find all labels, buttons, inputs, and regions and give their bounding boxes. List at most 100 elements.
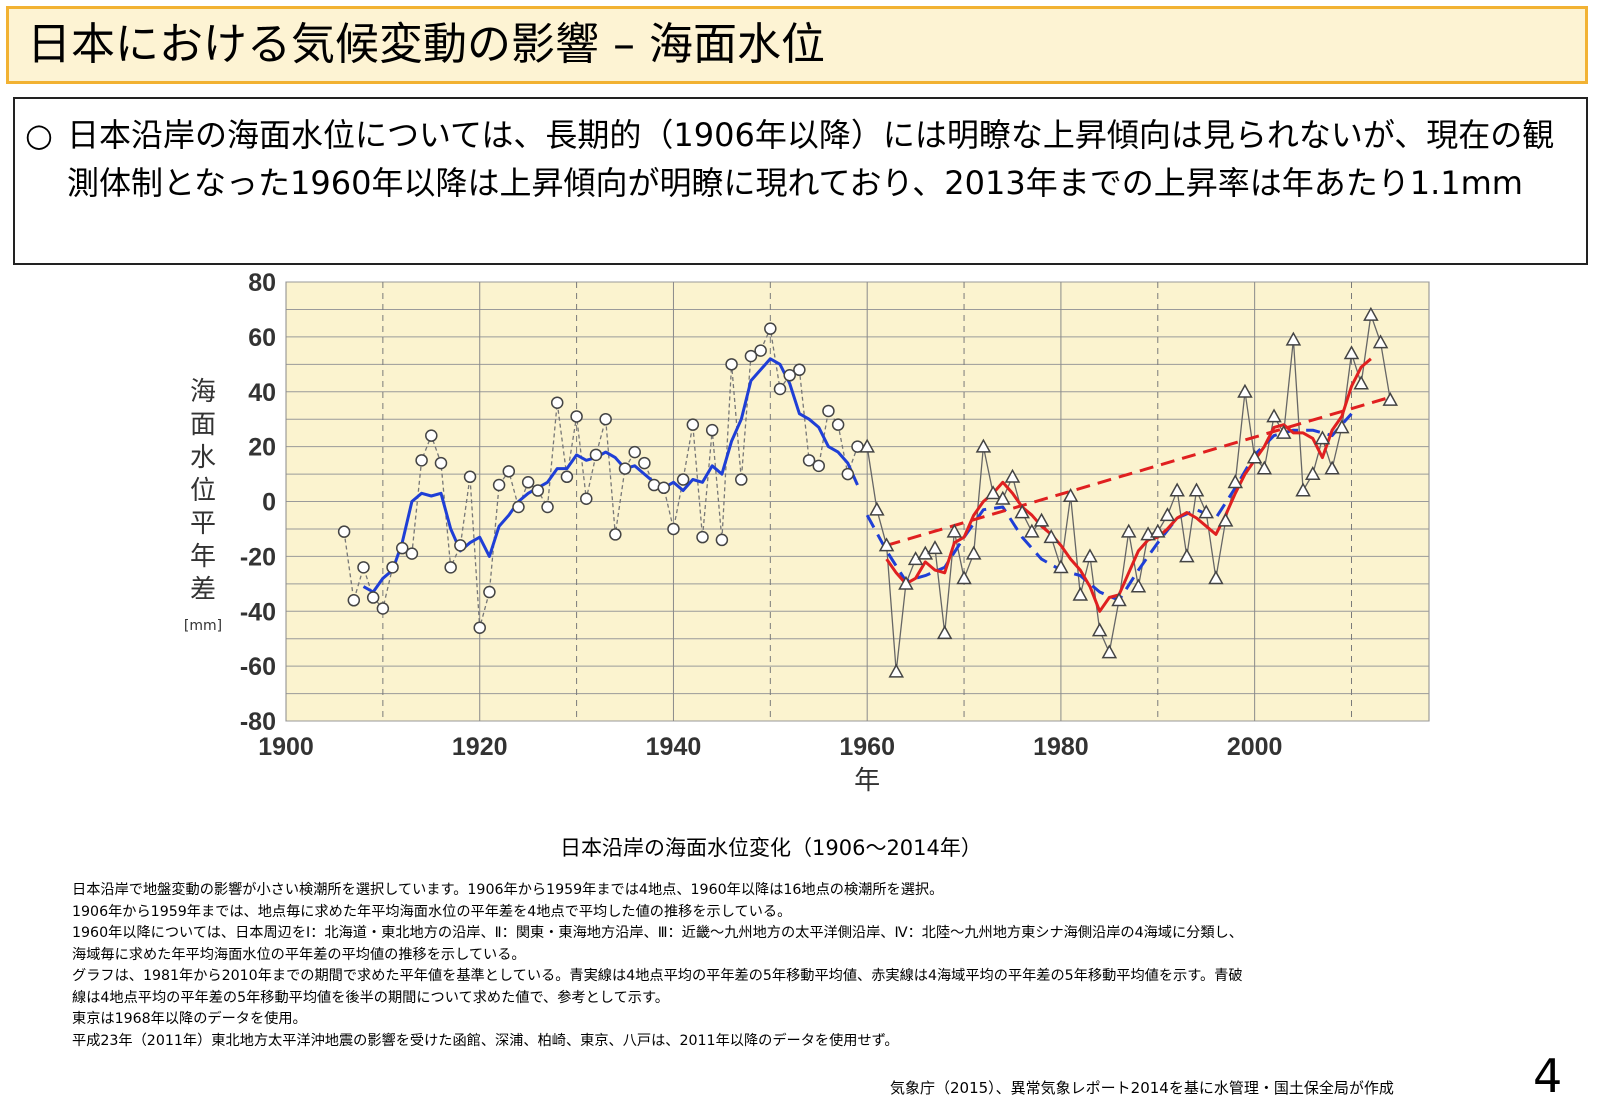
data-point-triangle [1304, 466, 1321, 481]
x-axis-label: 年 [854, 766, 880, 796]
y-tick-label: 0 [262, 489, 276, 517]
data-point-circle [395, 541, 409, 555]
y-tick-label: 20 [248, 434, 276, 462]
data-point-circle [347, 594, 361, 607]
note-line: 線は4地点平均の平年差の5年移動平均値を後半の期間について求めた値で、参考として… [72, 989, 669, 1006]
data-point-circle [483, 585, 496, 599]
data-point-circle [463, 470, 477, 484]
title-bar: 日本における気候変動の影響 – 海面水位 [6, 6, 1588, 84]
data-point-triangle [1043, 529, 1060, 544]
data-point-triangle [1285, 331, 1302, 346]
data-point-triangle [1237, 383, 1253, 398]
data-point-triangle [1324, 460, 1340, 475]
data-point-circle [415, 454, 428, 467]
data-point-circle [657, 481, 671, 495]
data-point-circle [599, 412, 612, 426]
data-point-triangle [898, 575, 914, 590]
data-point-triangle [1130, 578, 1147, 593]
x-tick-label: 1940 [646, 733, 702, 761]
data-point-circle [764, 322, 777, 335]
data-point-circle [473, 621, 486, 634]
data-point-circle [686, 418, 700, 431]
data-point-triangle [1033, 512, 1050, 527]
data-point-triangle [1004, 468, 1021, 483]
data-point-triangle [1091, 622, 1108, 637]
y-axis-label-char: 水 [190, 443, 216, 473]
x-tick-label: 1960 [839, 733, 895, 761]
data-point-triangle [1120, 523, 1137, 538]
data-point-triangle [1101, 644, 1118, 659]
data-point-triangle [985, 485, 1001, 500]
data-point-triangle [995, 490, 1011, 505]
data-point-circle [366, 591, 380, 604]
data-point-triangle [956, 570, 972, 585]
data-point-triangle [1217, 512, 1234, 527]
data-point-circle [512, 500, 525, 514]
data-point-circle [541, 500, 554, 514]
data-point-triangle [869, 501, 885, 516]
note-line: 1906年から1959年までは、地点毎に求めた年平均海面水位の平年差を4地点で平… [72, 903, 792, 920]
page-number: 4 [1533, 1049, 1563, 1103]
data-point-circle [521, 476, 535, 489]
summary-text: 日本沿岸の海面水位については、長期的（1906年以降）には明瞭な上昇傾向は見られ… [67, 116, 1555, 202]
data-point-triangle [1256, 460, 1273, 475]
summary-box: ○ 日本沿岸の海面水位については、長期的（1906年以降）には明瞭な上昇傾向は見… [13, 97, 1588, 265]
red-moving-average [885, 357, 1372, 613]
data-point-circle [618, 462, 632, 475]
data-point-circle [696, 530, 709, 544]
y-axis-label-char: 面 [190, 410, 216, 440]
data-point-circle [531, 484, 545, 497]
data-point-circle [705, 423, 719, 437]
y-axis-label-char: 海 [190, 377, 216, 407]
data-point-triangle [1227, 474, 1244, 489]
data-point-triangle [1343, 345, 1360, 360]
data-point-triangle [859, 438, 875, 453]
y-tick-label: 40 [248, 379, 276, 407]
data-point-circle [802, 454, 816, 467]
data-point-circle [831, 418, 845, 431]
data-point-triangle [1208, 570, 1224, 585]
circle-bullet-icon: ○ [25, 116, 53, 154]
data-point-triangle [1188, 482, 1205, 497]
data-point-circle [676, 473, 690, 486]
data-point-triangle [1353, 375, 1369, 390]
data-point-triangle [1014, 504, 1030, 519]
data-point-circle [715, 533, 729, 547]
data-point-triangle [1072, 586, 1089, 601]
data-point-circle [444, 561, 457, 574]
y-axis-unit: [mm] [184, 618, 222, 634]
data-point-triangle [1111, 592, 1127, 607]
data-point-triangle [1159, 507, 1176, 522]
data-point-triangle [927, 540, 943, 555]
data-point-triangle [1334, 419, 1350, 434]
note-line: 日本沿岸で地盤変動の影響が小さい検潮所を選択しています。1906年から1959年… [72, 882, 944, 898]
data-point-circle [376, 602, 390, 615]
data-point-circle [386, 561, 399, 574]
data-point-circle [667, 522, 680, 536]
data-point-circle [725, 358, 738, 371]
data-point-circle [812, 459, 826, 473]
data-point-circle [492, 478, 506, 492]
note-line: グラフは、1981年から2010年までの期間で求めた平年値を基準としている。青実… [72, 968, 1243, 984]
y-tick-label: 60 [248, 324, 276, 352]
notes: 日本沿岸で地盤変動の影響が小さい検潮所を選択しています。1906年から1959年… [72, 880, 1542, 1052]
data-point-triangle [1382, 391, 1399, 406]
data-point-triangle [1295, 482, 1311, 497]
data-point-circle [628, 445, 641, 459]
data-point-circle [454, 539, 467, 552]
data-point-triangle [936, 625, 953, 640]
y-tick-label: -80 [240, 708, 276, 736]
data-point-circle [822, 404, 835, 418]
data-point-triangle [1082, 548, 1098, 563]
data-point-circle [337, 525, 351, 538]
data-point-triangle [888, 663, 905, 678]
data-point-circle [638, 456, 651, 470]
data-point-triangle [878, 537, 895, 552]
series-line-1906-1959 [343, 326, 859, 628]
y-axis-label-char: 差 [190, 575, 216, 605]
data-point-circle [754, 344, 767, 357]
data-point-triangle [1363, 306, 1379, 321]
data-point-triangle [1024, 523, 1040, 538]
source-credit: 気象庁（2015）、異常気象レポート2014を基に水管理・国土保全局が作成 [890, 1079, 1394, 1097]
